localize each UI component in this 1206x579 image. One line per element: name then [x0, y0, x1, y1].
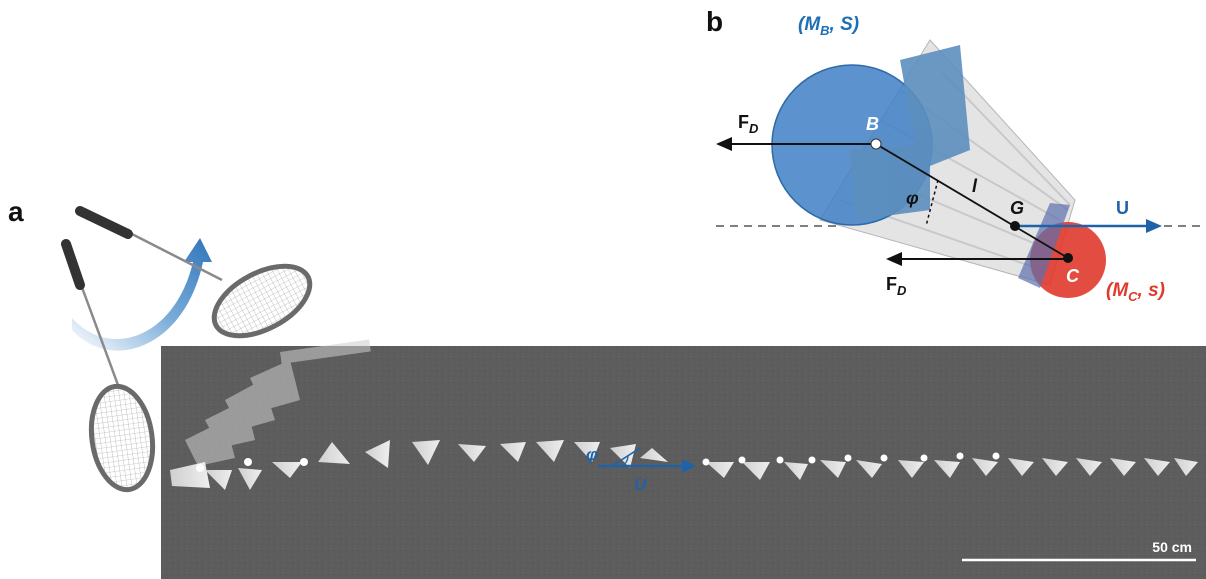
angle-dash [925, 179, 939, 227]
photo-velocity-label: U [634, 475, 647, 494]
photo-velocity-arrowhead [682, 459, 696, 473]
scale-bar-label: 50 cm [1152, 539, 1192, 555]
ghost-shuttle-trail [185, 339, 371, 466]
velocity-arrowhead [1146, 219, 1162, 233]
panel-label-b: b [706, 6, 724, 37]
cork-label: (MC, s) [1106, 280, 1165, 304]
racket-lower [61, 239, 156, 493]
drag-arrowhead-base [716, 137, 732, 151]
swing-illustration [61, 206, 313, 493]
swing-arrow [72, 238, 212, 351]
photo-angle-label: φ [586, 445, 598, 464]
photo-strip: φ U 50 cm [161, 339, 1206, 579]
point-g-label: G [1010, 198, 1024, 218]
model-diagram: (MB, S) (MC, s) B G C l φ FD FD U [716, 14, 1200, 304]
racket-upper [75, 206, 313, 339]
base-label: (MB, S) [798, 14, 859, 38]
cork-band [1018, 203, 1070, 288]
point-g-marker [1010, 221, 1020, 231]
panel-label-a: a [8, 196, 24, 227]
angle-label: φ [906, 188, 919, 208]
velocity-label: U [1116, 198, 1129, 218]
point-b-label: B [866, 114, 879, 134]
point-c-label: C [1066, 266, 1080, 286]
point-b-marker [870, 138, 882, 150]
drag-arrowhead-cork [886, 252, 902, 266]
lever-arm [875, 143, 1069, 259]
point-c-marker [1063, 253, 1073, 263]
length-label: l [972, 176, 978, 196]
photo-angle-line [611, 447, 641, 467]
drag-label-cork: FD [886, 274, 907, 298]
drag-label-base: FD [738, 112, 759, 136]
cork-dots [196, 452, 1000, 472]
